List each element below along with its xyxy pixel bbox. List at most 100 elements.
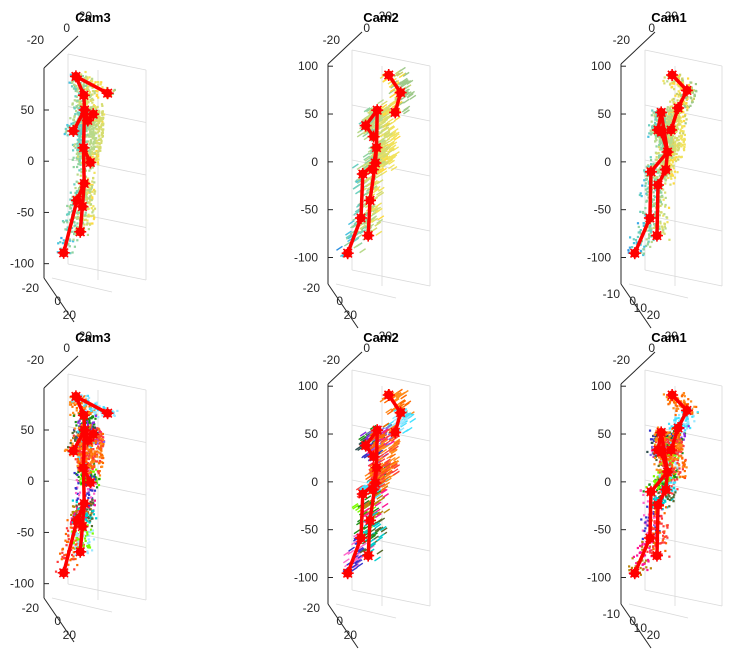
bottom-tick-label: 10 xyxy=(634,621,648,635)
skeleton xyxy=(341,389,407,580)
bottom-tick-label: 0 xyxy=(336,294,343,308)
skeleton-bone xyxy=(633,536,652,575)
joint-marker xyxy=(655,446,668,459)
skeleton-bone xyxy=(61,518,79,575)
joint-marker xyxy=(655,426,668,439)
z-tick-label: -100 xyxy=(294,251,318,265)
joint-marker xyxy=(364,514,376,527)
z-tick-label: -50 xyxy=(17,205,35,219)
joint-marker xyxy=(389,426,402,439)
joint-marker xyxy=(652,499,665,511)
skeleton-bone xyxy=(633,216,652,255)
top-axis-line xyxy=(620,31,656,65)
joint-marker xyxy=(628,567,641,580)
skeleton xyxy=(57,70,114,259)
bottom-axis-line xyxy=(327,603,359,649)
joint-marker xyxy=(665,444,678,456)
joint-marker xyxy=(643,532,656,544)
top-tick-label: 20 xyxy=(79,329,93,343)
grid xyxy=(628,49,723,299)
skeleton-bone xyxy=(74,74,110,95)
joint-marker xyxy=(382,69,395,81)
subplot-title: Cam1 xyxy=(651,330,686,345)
skeleton-bone xyxy=(374,108,379,150)
joint-marker xyxy=(74,225,87,238)
top-tick-label: 20 xyxy=(665,9,679,23)
z-tick-label: 0 xyxy=(604,475,611,489)
joint-marker xyxy=(362,229,375,242)
joint-marker xyxy=(680,84,693,97)
joint-marker xyxy=(672,102,685,114)
bottom-tick-label: -10 xyxy=(603,607,621,621)
joint-marker xyxy=(672,422,685,434)
joint-marker xyxy=(652,179,665,191)
joint-marker xyxy=(628,247,641,260)
subplot-title: Cam2 xyxy=(363,10,398,25)
bottom-axis-line xyxy=(43,277,75,323)
z-tick-label: 100 xyxy=(591,379,611,393)
top-tick-label: -20 xyxy=(323,353,341,367)
bottom-axis-line xyxy=(43,597,75,643)
top-tick-label: 0 xyxy=(363,341,370,355)
joint-marker xyxy=(69,70,82,83)
top-axis-line xyxy=(327,351,363,385)
joint-marker xyxy=(371,104,384,117)
joint-marker xyxy=(356,168,369,180)
z-tick-label: 50 xyxy=(305,427,319,441)
z-tick-label: 100 xyxy=(298,59,318,73)
joint-marker xyxy=(57,246,70,259)
joint-marker xyxy=(650,229,663,242)
axes xyxy=(620,351,656,649)
joint-marker xyxy=(101,87,114,100)
joint-marker xyxy=(389,106,402,119)
z-tick-label: 0 xyxy=(604,155,611,169)
top-tick-label: -20 xyxy=(27,33,45,47)
joint-marker xyxy=(367,130,380,143)
joint-marker xyxy=(67,445,80,457)
bottom-tick-label: 20 xyxy=(63,628,77,642)
joint-marker xyxy=(69,390,82,403)
joint-marker xyxy=(661,146,674,158)
joint-marker xyxy=(666,389,679,401)
grid xyxy=(335,49,431,299)
z-tick-label: -100 xyxy=(587,251,611,265)
top-axis-line xyxy=(43,355,79,389)
joint-marker xyxy=(341,247,354,260)
joint-marker xyxy=(370,461,383,474)
joint-marker xyxy=(355,212,367,224)
bottom-tick-label: 20 xyxy=(647,628,661,642)
skeleton xyxy=(628,69,693,260)
joint-marker xyxy=(341,567,354,580)
joint-marker xyxy=(661,466,674,478)
joint-marker xyxy=(366,163,379,176)
axes xyxy=(43,355,79,643)
joint-marker xyxy=(680,404,693,417)
top-tick-label: -20 xyxy=(27,353,45,367)
subplot-title: Cam3 xyxy=(75,330,110,345)
skeleton-bone xyxy=(74,394,110,415)
joint-marker xyxy=(643,212,656,224)
subplot-title: Cam1 xyxy=(651,10,686,25)
joint-marker xyxy=(84,476,97,489)
bottom-tick-label: 0 xyxy=(336,614,343,628)
z-tick-label: 50 xyxy=(21,423,35,437)
joint-marker xyxy=(67,125,80,137)
joint-marker xyxy=(84,156,97,169)
bottom-tick-label: -20 xyxy=(303,601,321,615)
skeleton-bone xyxy=(655,503,660,558)
z-tick-label: -100 xyxy=(587,571,611,585)
top-tick-label: 20 xyxy=(79,9,93,23)
top-axis-line xyxy=(43,35,79,69)
joint-marker xyxy=(74,545,87,558)
z-tick-label: -50 xyxy=(17,525,35,539)
joint-marker xyxy=(81,114,94,127)
z-tick-label: 50 xyxy=(305,107,319,121)
joint-marker xyxy=(359,119,372,132)
top-tick-label: 0 xyxy=(363,21,370,35)
skeleton xyxy=(628,389,693,580)
bottom-axis-line xyxy=(620,603,652,649)
grid xyxy=(628,369,723,619)
